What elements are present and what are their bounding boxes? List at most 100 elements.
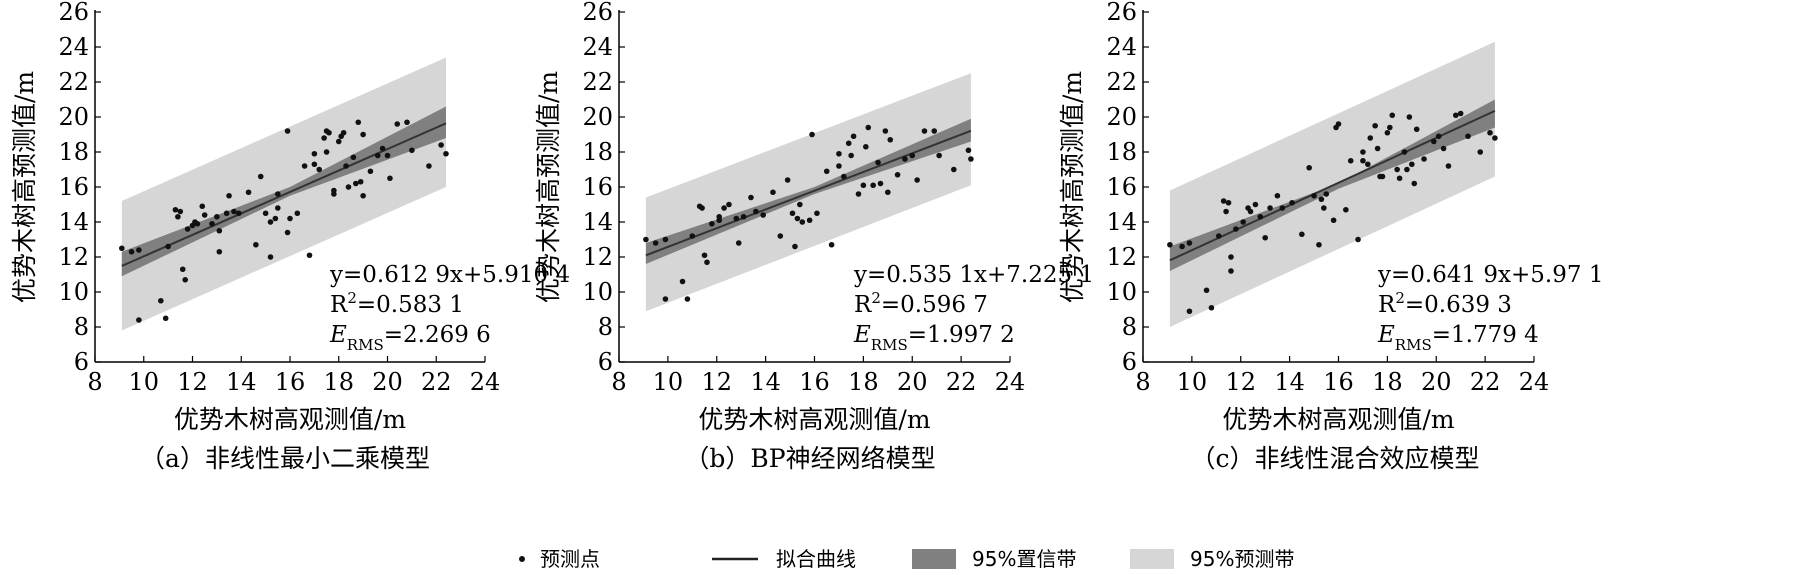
data-point: [850, 133, 857, 140]
data-point: [662, 236, 669, 243]
data-point: [355, 119, 362, 126]
x-tick-label: 12: [701, 368, 732, 396]
y-tick-label: 22: [1106, 68, 1137, 96]
data-point: [1279, 205, 1286, 211]
data-point: [1347, 157, 1354, 164]
data-point: [860, 182, 867, 189]
data-point: [1457, 110, 1464, 117]
data-point: [1220, 198, 1227, 204]
y-tick-label: 8: [74, 313, 89, 341]
data-point: [1445, 163, 1452, 169]
data-point: [394, 121, 401, 127]
y-tick-label: 22: [582, 68, 613, 96]
data-point: [331, 187, 337, 194]
data-point: [684, 296, 691, 302]
confidence-band: [121, 106, 446, 277]
legend-label: 拟合曲线: [776, 547, 856, 571]
data-point: [1384, 129, 1391, 136]
data-point: [1274, 192, 1281, 199]
data-point: [1435, 133, 1442, 140]
data-point: [353, 180, 359, 187]
x-tick-label: 16: [1323, 368, 1354, 396]
y-tick-label: 20: [1106, 103, 1137, 131]
x-tick-label: 10: [1177, 368, 1208, 396]
y-tick-label: 16: [58, 173, 89, 201]
data-point: [194, 220, 201, 227]
data-point: [360, 131, 366, 138]
data-point: [214, 213, 220, 220]
fit-equation: y=0.612 9x+5.910 4: [329, 262, 570, 288]
data-point: [809, 131, 815, 138]
legend-swatch-icon: [1130, 549, 1174, 569]
y-tick-label: 12: [58, 243, 89, 271]
data-point: [231, 208, 237, 215]
data-point: [870, 182, 876, 189]
y-tick-label: 14: [58, 208, 89, 236]
legend-item: 95%预测带: [1130, 547, 1294, 571]
data-point: [216, 227, 223, 234]
data-point: [726, 201, 732, 208]
x-tick-label: 24: [1519, 368, 1550, 396]
x-tick-label: 8: [611, 368, 626, 396]
x-tick-label: 8: [1135, 368, 1150, 396]
data-point: [384, 152, 391, 159]
y-tick-label: 26: [58, 0, 89, 26]
r-squared: R2=0.639 3: [1378, 289, 1512, 318]
data-point: [902, 156, 908, 162]
data-point: [1465, 133, 1471, 140]
data-point: [709, 220, 715, 227]
x-axis-label: 优势木树高观测值/m: [1222, 405, 1454, 434]
data-point: [275, 191, 281, 197]
y-tick-label: 24: [1106, 33, 1137, 61]
x-axis-label: 优势木树高观测值/m: [698, 405, 930, 434]
data-point: [799, 219, 806, 225]
y-tick-label: 18: [58, 138, 89, 166]
legend-label: 预测点: [540, 547, 600, 571]
data-point: [326, 129, 332, 136]
data-point: [1374, 145, 1381, 152]
data-point: [885, 189, 891, 196]
rmse: ERMS=1.997 2: [853, 322, 1015, 354]
y-tick-label: 6: [598, 348, 613, 376]
panel-2: 8 10 12 14 16 18 20 22 2468101214161820222426优势木…: [534, 0, 1094, 473]
data-point: [1487, 129, 1493, 136]
data-point: [760, 212, 766, 218]
x-tick-label: 20: [897, 368, 928, 396]
data-point: [345, 184, 352, 190]
x-tick-label: 20: [1421, 368, 1452, 396]
y-tick-label: 26: [1106, 0, 1137, 26]
prediction-band: [1169, 41, 1495, 327]
y-tick-label: 20: [582, 103, 613, 131]
data-point: [284, 229, 291, 236]
data-point: [374, 152, 381, 159]
x-tick-label: 14: [226, 368, 257, 396]
data-point: [1321, 205, 1327, 211]
data-point: [936, 152, 942, 159]
data-point: [165, 243, 171, 250]
legend: 预测点 拟合曲线 95%置信带 95%预测带: [519, 547, 1294, 571]
data-point: [379, 145, 386, 152]
legend-item: 95%置信带: [912, 547, 1076, 571]
data-point: [177, 208, 184, 215]
data-point: [701, 252, 708, 259]
panel-caption: （c）非线性混合效应模型: [1190, 444, 1479, 473]
data-point: [1289, 199, 1295, 206]
data-point: [1240, 219, 1246, 225]
y-axis-label: 优势木树高预测值/m: [534, 71, 563, 303]
data-point: [1440, 145, 1447, 152]
data-point: [823, 168, 830, 175]
x-tick-label: 18: [848, 368, 879, 396]
data-point: [1387, 124, 1393, 131]
data-point: [1252, 201, 1259, 208]
data-point: [965, 147, 972, 154]
data-point: [1365, 161, 1371, 168]
data-point: [294, 210, 301, 217]
legend-label: 95%置信带: [972, 547, 1076, 571]
data-point: [1316, 241, 1322, 248]
data-point: [201, 212, 208, 218]
x-tick-label: 14: [750, 368, 781, 396]
data-point: [1228, 254, 1234, 260]
data-point: [875, 159, 881, 166]
data-point: [321, 135, 327, 141]
data-point: [1409, 161, 1415, 168]
